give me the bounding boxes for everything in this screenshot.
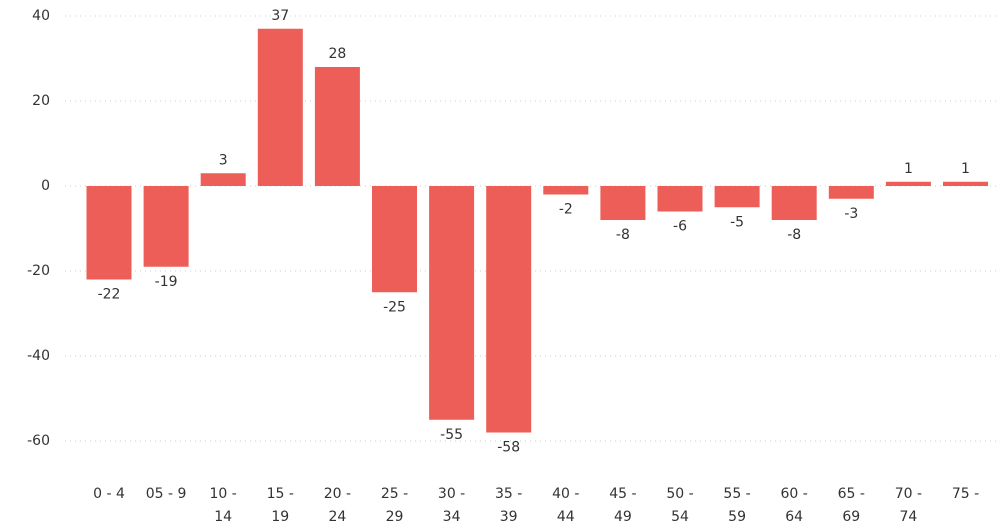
y-tick-label: -40	[27, 348, 50, 364]
x-tick-label: 05 - 9	[145, 486, 187, 502]
y-tick-label: 20	[32, 93, 50, 109]
data-label: -8	[787, 227, 801, 243]
x-tick-label: 30 - 34	[437, 486, 466, 525]
data-label: -25	[383, 299, 406, 315]
data-label: -22	[98, 287, 121, 303]
bar	[200, 173, 246, 186]
x-tick-label: 65 - 69	[837, 486, 865, 525]
y-tick-label: -20	[27, 263, 50, 279]
bar	[600, 186, 646, 220]
bar	[257, 28, 303, 186]
bar	[885, 181, 931, 186]
data-label: 28	[328, 46, 346, 62]
x-tick-label: 60 - 64	[780, 486, 808, 525]
x-tick-label: 45 - 49	[609, 486, 637, 525]
bar	[486, 186, 532, 433]
data-label: -3	[844, 206, 858, 222]
y-tick-label: -60	[27, 433, 50, 449]
data-label: -55	[440, 427, 463, 443]
bar	[771, 186, 817, 220]
x-tick-label: 10 - 14	[209, 486, 237, 525]
data-label: 1	[961, 161, 970, 177]
bar	[429, 186, 475, 420]
x-tick-label: 0 - 4	[93, 486, 125, 502]
bar	[714, 186, 760, 208]
x-tick-label: 75 -	[951, 486, 980, 502]
x-tick-label: 40 - 44	[552, 486, 580, 525]
data-label: 3	[219, 152, 228, 168]
x-tick-label: 35 - 39	[495, 486, 523, 525]
data-label: 37	[271, 8, 289, 24]
y-tick-label: 40	[32, 8, 50, 24]
bar	[86, 186, 132, 280]
bar	[543, 186, 589, 195]
y-tick-label: 0	[41, 178, 50, 194]
bar	[943, 181, 988, 186]
data-label: -8	[616, 227, 630, 243]
bar	[314, 67, 360, 186]
data-label: 1	[904, 161, 913, 177]
bar	[657, 186, 703, 212]
bar	[828, 186, 874, 199]
data-label: -2	[559, 202, 573, 218]
data-label: -5	[730, 214, 744, 230]
x-tick-label: 55 - 59	[723, 486, 751, 525]
data-label: -19	[155, 274, 178, 290]
x-tick-label: 70 - 74	[894, 486, 923, 525]
x-tick-label: 25 - 29	[380, 486, 409, 525]
bar	[372, 186, 417, 293]
data-label: -6	[673, 219, 687, 235]
x-tick-label: 50 - 54	[666, 486, 694, 525]
x-tick-label: 15 - 19	[266, 486, 294, 525]
bar	[143, 186, 189, 267]
data-label: -58	[497, 440, 520, 456]
x-tick-label: 20 - 24	[323, 486, 352, 525]
